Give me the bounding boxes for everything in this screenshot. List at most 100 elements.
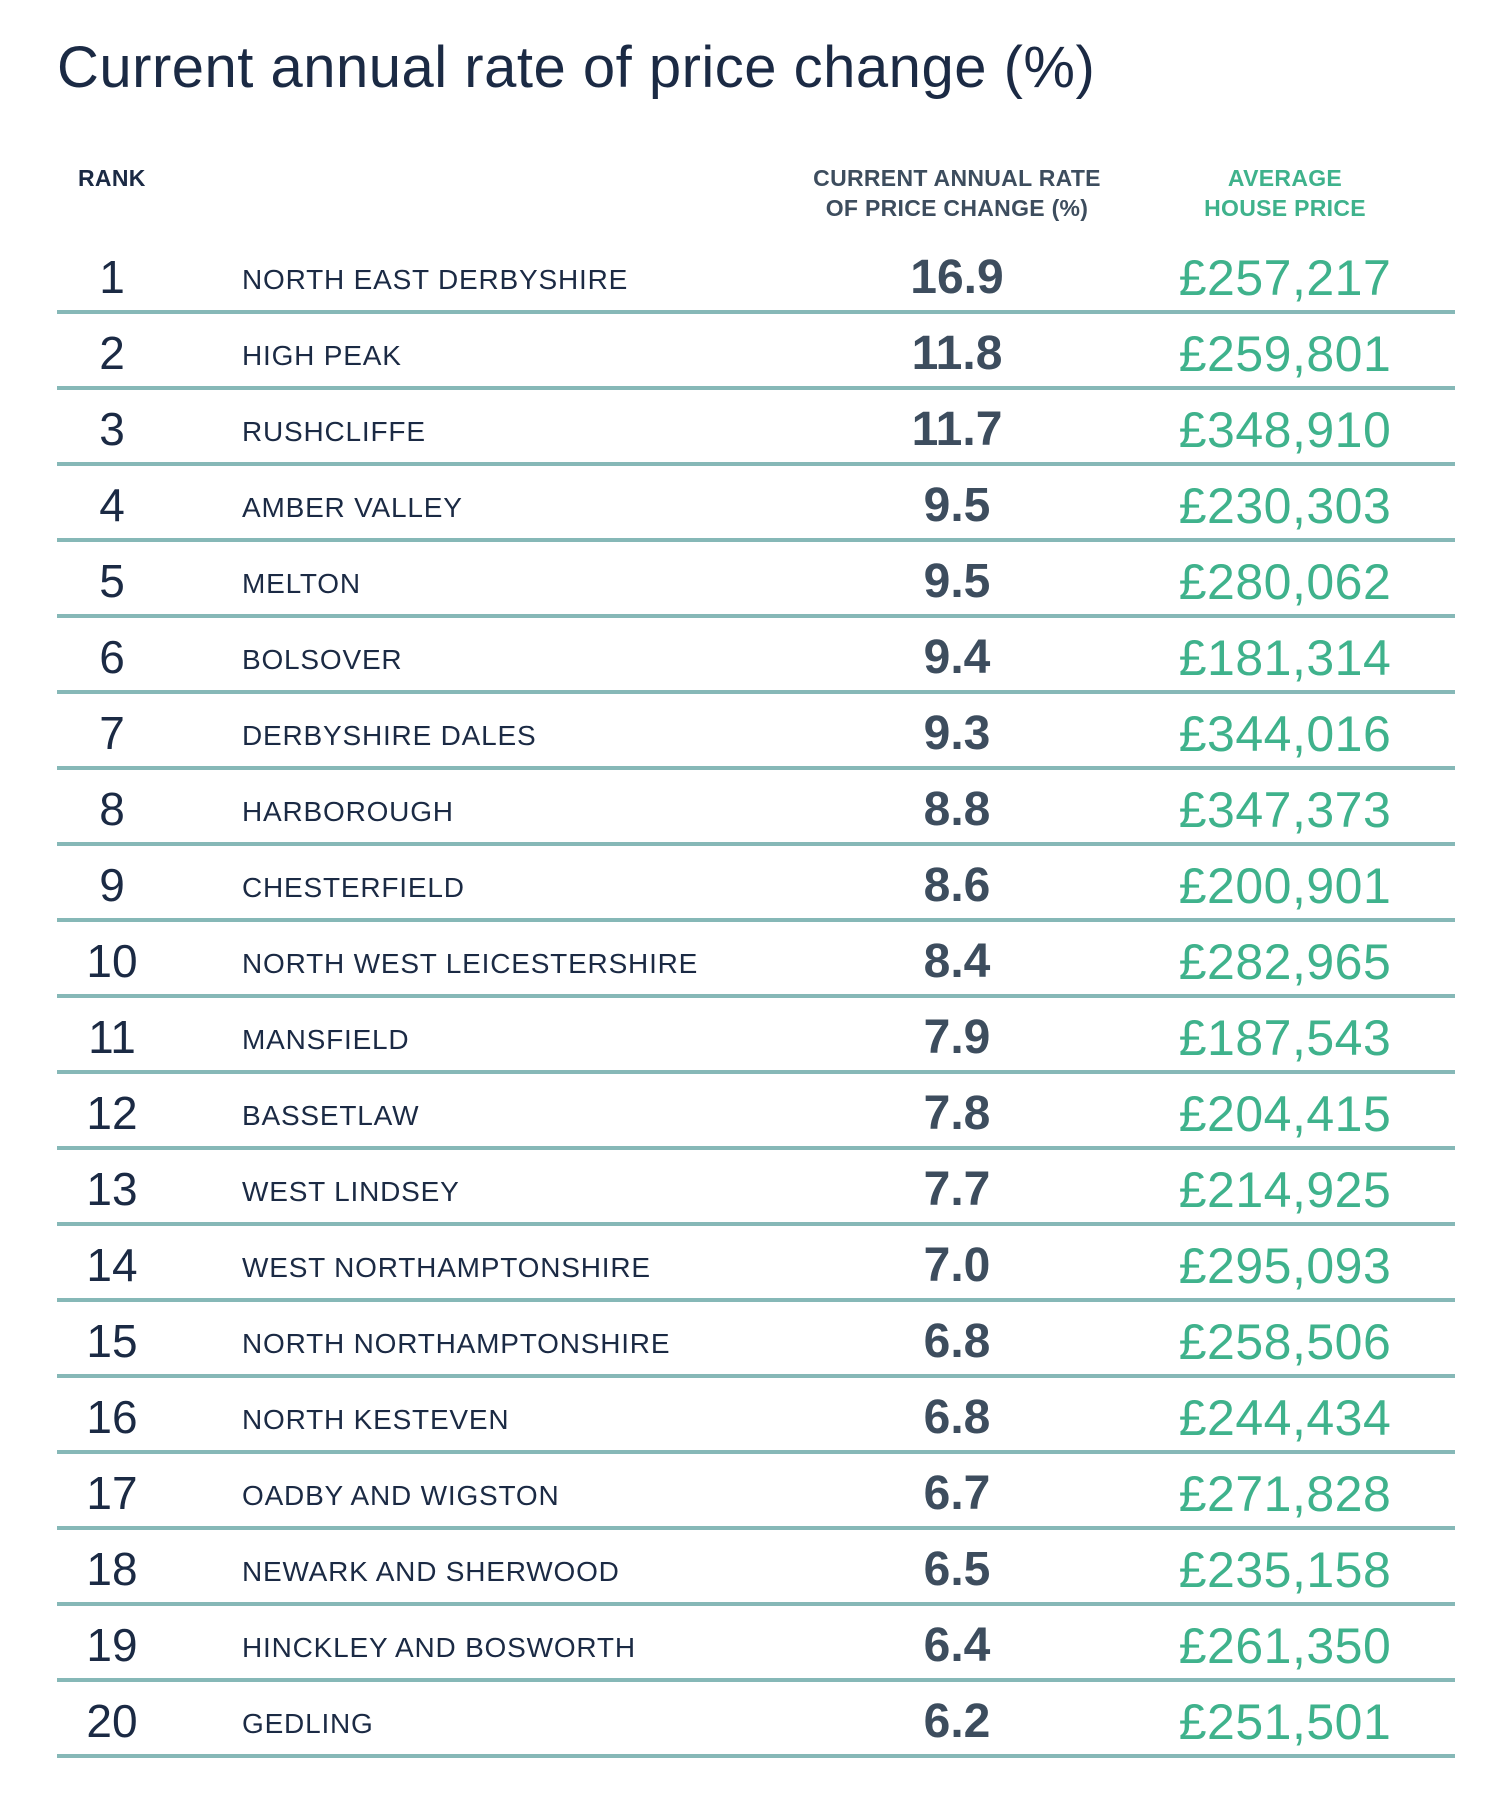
price-cell: £214,925 (1178, 1162, 1392, 1218)
price-cell: £258,506 (1178, 1314, 1392, 1370)
price-cell: £280,062 (1178, 554, 1392, 610)
rank-cell: 16 (86, 1391, 138, 1443)
rank-cell: 15 (86, 1315, 138, 1367)
rank-cell: 18 (86, 1543, 138, 1595)
rank-cell: 8 (99, 783, 125, 835)
rank-cell: 4 (99, 479, 125, 531)
price-cell: £187,543 (1178, 1010, 1392, 1066)
table-row: 20 GEDLING 6.2 £251,501 (57, 1682, 1455, 1758)
header-price-line2: HOUSE PRICE (1204, 195, 1366, 221)
ranking-table: 1 NORTH EAST DERBYSHIRE 16.9 £257,217 2 HIGH … (57, 238, 1455, 1758)
header-rate-line1: CURRENT ANNUAL RATE (813, 165, 1101, 191)
rate-cell: 8.6 (923, 859, 991, 912)
table-row: 3 RUSHCLIFFE 11.7 £348,910 (57, 390, 1455, 466)
table-row: 1 NORTH EAST DERBYSHIRE 16.9 £257,217 (57, 238, 1455, 314)
rate-cell: 6.2 (923, 1695, 991, 1748)
area-name-cell: NORTH KESTEVEN (242, 1404, 510, 1435)
area-name-cell: MANSFIELD (242, 1024, 410, 1055)
area-name-cell: HARBOROUGH (242, 796, 454, 827)
header-price-line1: AVERAGE (1227, 165, 1343, 191)
header-rate: CURRENT ANNUAL RATE OF PRICE CHANGE (%) (777, 163, 1137, 223)
price-cell: £271,828 (1178, 1466, 1392, 1522)
price-cell: £257,217 (1178, 250, 1392, 306)
area-name-cell: WEST LINDSEY (242, 1176, 460, 1207)
table-row: 12 BASSETLAW 7.8 £204,415 (57, 1074, 1455, 1150)
price-cell: £204,415 (1178, 1086, 1392, 1142)
rate-cell: 9.3 (923, 707, 991, 760)
price-cell: £261,350 (1178, 1618, 1392, 1674)
area-name-cell: DERBYSHIRE DALES (242, 720, 537, 751)
rank-cell: 10 (86, 935, 138, 987)
table-row: 18 NEWARK AND SHERWOOD 6.5 £235,158 (57, 1530, 1455, 1606)
table-row: 16 NORTH KESTEVEN 6.8 £244,434 (57, 1378, 1455, 1454)
area-name-cell: RUSHCLIFFE (242, 416, 426, 447)
area-name-cell: NORTH EAST DERBYSHIRE (242, 264, 629, 295)
price-cell: £200,901 (1178, 858, 1392, 914)
rank-cell: 2 (99, 327, 125, 379)
price-cell: £347,373 (1178, 782, 1392, 838)
rank-cell: 5 (99, 555, 125, 607)
rate-cell: 7.7 (923, 1163, 991, 1216)
rank-cell: 7 (99, 707, 125, 759)
price-cell: £251,501 (1178, 1694, 1392, 1750)
price-cell: £230,303 (1178, 478, 1392, 534)
area-name-cell: WEST NORTHAMPTONSHIRE (242, 1252, 651, 1283)
rank-cell: 6 (99, 631, 125, 683)
rank-cell: 19 (86, 1619, 138, 1671)
price-cell: £181,314 (1178, 630, 1392, 686)
area-name-cell: MELTON (242, 568, 361, 599)
area-name-cell: BASSETLAW (242, 1100, 420, 1131)
area-name-cell: CHESTERFIELD (242, 872, 465, 903)
table-row: 11 MANSFIELD 7.9 £187,543 (57, 998, 1455, 1074)
rate-cell: 9.4 (923, 631, 991, 684)
rate-cell: 7.9 (923, 1011, 991, 1064)
table-row: 14 WEST NORTHAMPTONSHIRE 7.0 £295,093 (57, 1226, 1455, 1302)
table-row: 10 NORTH WEST LEICESTERSHIRE 8.4 £282,965 (57, 922, 1455, 998)
header-price: AVERAGE HOUSE PRICE (1150, 163, 1420, 223)
rank-cell: 3 (99, 403, 125, 455)
area-name-cell: NEWARK AND SHERWOOD (242, 1556, 620, 1587)
rate-cell: 6.4 (923, 1619, 991, 1672)
area-name-cell: HINCKLEY AND BOSWORTH (242, 1632, 636, 1663)
table-row: 13 WEST LINDSEY 7.7 £214,925 (57, 1150, 1455, 1226)
area-name-cell: AMBER VALLEY (242, 492, 463, 523)
rate-cell: 6.8 (923, 1391, 991, 1444)
area-name-cell: HIGH PEAK (242, 340, 402, 371)
rank-cell: 9 (99, 859, 125, 911)
area-name-cell: GEDLING (242, 1708, 374, 1739)
table-row: 6 BOLSOVER 9.4 £181,314 (57, 618, 1455, 694)
rank-cell: 17 (86, 1467, 138, 1519)
rate-cell: 7.8 (923, 1087, 991, 1140)
rate-cell: 6.8 (923, 1315, 991, 1368)
table-row: 2 HIGH PEAK 11.8 £259,801 (57, 314, 1455, 390)
area-name-cell: OADBY AND WIGSTON (242, 1480, 560, 1511)
area-name-cell: BOLSOVER (242, 644, 403, 675)
table-row: 15 NORTH NORTHAMPTONSHIRE 6.8 £258,506 (57, 1302, 1455, 1378)
rank-cell: 1 (99, 251, 125, 303)
rate-cell: 9.5 (923, 555, 991, 608)
area-name-cell: NORTH NORTHAMPTONSHIRE (242, 1328, 671, 1359)
rate-cell: 16.9 (910, 251, 1004, 304)
price-cell: £295,093 (1178, 1238, 1392, 1294)
rate-cell: 8.8 (923, 783, 991, 836)
rate-cell: 11.8 (911, 327, 1003, 380)
table-row: 8 HARBOROUGH 8.8 £347,373 (57, 770, 1455, 846)
rate-cell: 9.5 (923, 479, 991, 532)
rank-cell: 14 (86, 1239, 138, 1291)
rate-cell: 6.5 (923, 1543, 991, 1596)
price-cell: £235,158 (1178, 1542, 1392, 1598)
price-cell: £282,965 (1178, 934, 1392, 990)
table-row: 17 OADBY AND WIGSTON 6.7 £271,828 (57, 1454, 1455, 1530)
rank-cell: 12 (86, 1087, 138, 1139)
rate-cell: 11.7 (911, 403, 1003, 456)
price-cell: £259,801 (1178, 326, 1392, 382)
rank-cell: 20 (86, 1695, 138, 1747)
header-rate-line2: OF PRICE CHANGE (%) (825, 195, 1089, 221)
table-row: 4 AMBER VALLEY 9.5 £230,303 (57, 466, 1455, 542)
rank-cell: 13 (86, 1163, 138, 1215)
table-row: 9 CHESTERFIELD 8.6 £200,901 (57, 846, 1455, 922)
price-cell: £344,016 (1178, 706, 1392, 762)
rank-cell: 11 (88, 1011, 136, 1063)
header-rank: RANK (78, 165, 146, 191)
rate-cell: 8.4 (923, 935, 991, 988)
